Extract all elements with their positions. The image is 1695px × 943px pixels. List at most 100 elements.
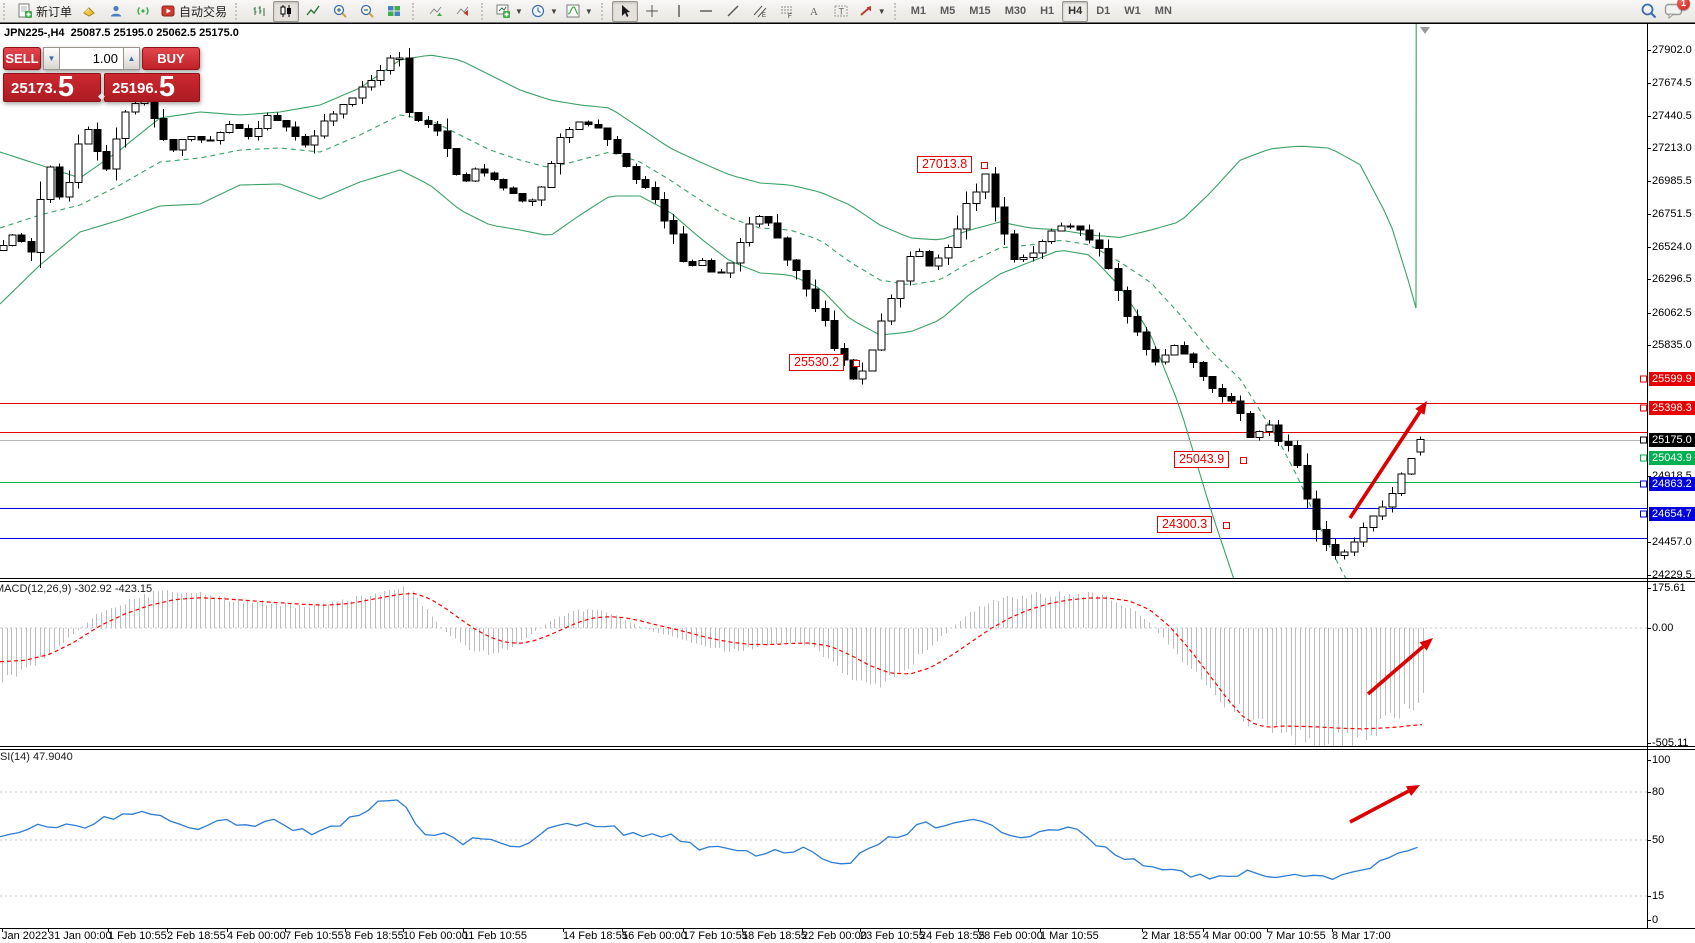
timeframe-button-m30[interactable]: M30 [1004, 4, 1027, 17]
price-callout-handle[interactable] [981, 162, 988, 169]
timeframe-button-h1[interactable]: H1 [1040, 4, 1055, 17]
price-axis-label: 0.00 [1652, 622, 1674, 634]
axis-tick [1647, 50, 1651, 51]
timeframe-button-h4[interactable]: H4 [1062, 0, 1089, 22]
timeframe-button-m15[interactable]: M15 [969, 4, 991, 17]
timeframe-button-m1[interactable]: M1 [910, 4, 926, 17]
main-toolbar: 新订单 自动交易 ▼ ▼ [0, 0, 1695, 23]
bollinger-upper-band [0, 24, 1417, 309]
indicators-icon [566, 4, 580, 18]
current-price-label-anchor[interactable] [1640, 436, 1647, 444]
volume-input[interactable]: 1.00 [60, 47, 123, 70]
auto-scroll-button[interactable] [423, 1, 449, 22]
one-click-trading-widget: SELL ▼ 1.00 ▲ BUY 25173. 5 25196. 5 [3, 44, 200, 102]
price-axis-label: 50 [1652, 834, 1665, 846]
timeframe-button-w1[interactable]: W1 [1124, 4, 1141, 17]
price-axis-label: 27440.5 [1652, 109, 1692, 122]
price-axis-label: 100 [1652, 754, 1671, 766]
macd-panel-canvas[interactable] [0, 582, 1647, 746]
bar-chart-button[interactable] [246, 1, 272, 22]
buy-button[interactable]: BUY [142, 47, 200, 70]
timeframe-button-mn[interactable]: MN [1154, 4, 1172, 17]
search-icon[interactable] [1640, 2, 1658, 20]
chart-shift-button[interactable] [450, 1, 476, 22]
buy-price-panel[interactable]: 25196. 5 [104, 73, 200, 102]
svg-text:A: A [810, 6, 818, 18]
rsi-panel-canvas[interactable] [0, 750, 1647, 927]
price-callout-handle[interactable] [853, 360, 860, 367]
level-price-label-anchor[interactable] [1640, 480, 1647, 488]
time-axis-tick [108, 928, 109, 932]
new-order-button[interactable]: 新订单 [14, 1, 75, 22]
auto-trading-button[interactable]: 自动交易 [157, 1, 230, 22]
time-axis-label: 1 Feb 10:55 [108, 930, 167, 942]
sell-button[interactable]: SELL [3, 47, 41, 70]
horizontal-line-tool[interactable] [693, 1, 719, 22]
equidistant-channel-tool[interactable]: E [747, 1, 773, 22]
trendline-tool[interactable] [720, 1, 746, 22]
crosshair-tool[interactable] [639, 1, 665, 22]
axis-tick [1647, 542, 1651, 543]
current-price-label: 25175.0 [1649, 432, 1695, 447]
notifications-button[interactable]: 1 [1664, 0, 1690, 20]
svg-text:T: T [838, 7, 844, 17]
volume-down-button[interactable]: ▼ [43, 47, 60, 70]
zoom-in-button[interactable] [327, 1, 353, 22]
panel-separator[interactable] [0, 581, 1695, 582]
time-axis-tick [563, 928, 564, 932]
chevron-down-icon: ▼ [549, 6, 558, 16]
tile-windows-icon [388, 6, 401, 16]
price-callout-handle[interactable] [1223, 522, 1230, 529]
arrow-object-icon [860, 6, 871, 16]
timeframe-button-d1[interactable]: D1 [1096, 4, 1111, 17]
price-axis-label: -505.11 [1652, 737, 1689, 749]
indicators-dropdown[interactable]: ▼ [562, 1, 596, 22]
market-button[interactable] [76, 1, 102, 22]
price-callout[interactable]: 27013.8 [917, 156, 973, 173]
timeframes-dropdown[interactable]: ▼ [527, 1, 561, 22]
vertical-line-tool[interactable] [666, 1, 692, 22]
price-axis-label: 26751.5 [1652, 208, 1692, 221]
timeframe-button-m5[interactable]: M5 [940, 4, 956, 17]
volume-up-button[interactable]: ▲ [123, 47, 140, 70]
line-chart-button[interactable] [300, 1, 326, 22]
level-price-label-anchor[interactable] [1640, 510, 1647, 518]
arrows-dropdown[interactable]: ▼ [855, 1, 889, 22]
level-price-label: 25043.9 [1649, 451, 1695, 466]
price-callout[interactable]: 25043.9 [1174, 451, 1230, 468]
new-chart-dropdown[interactable]: ▼ [492, 1, 526, 22]
zoom-out-button[interactable] [354, 1, 380, 22]
time-axis-label: 4 Feb 00:00 [227, 930, 286, 942]
text-label-tool[interactable]: T [828, 1, 854, 22]
price-axis-label: 15 [1652, 890, 1665, 902]
level-price-label: 24863.2 [1649, 477, 1695, 492]
level-price-label-anchor[interactable] [1640, 454, 1647, 462]
panel-separator[interactable] [0, 578, 1695, 579]
price-chart-canvas[interactable] [0, 24, 1647, 578]
cursor-icon [621, 5, 630, 17]
time-axis-label: 22 Feb 00:00 [802, 930, 867, 942]
fibonacci-tool[interactable]: F [774, 1, 800, 22]
price-callout-handle[interactable] [1240, 457, 1247, 464]
community-button[interactable] [103, 1, 129, 22]
panel-separator[interactable] [0, 746, 1695, 747]
price-callout[interactable]: 25530.2 [789, 354, 845, 371]
candlestick-chart-button[interactable] [273, 0, 300, 22]
price-axis-label: 27213.0 [1652, 142, 1692, 155]
price-axis-label: 27902.0 [1652, 44, 1692, 56]
price-axis-label: 24457.0 [1652, 536, 1692, 549]
axis-tick [1647, 743, 1651, 744]
level-price-label-anchor[interactable] [1640, 404, 1647, 412]
panel-separator[interactable] [0, 749, 1695, 750]
text-tool[interactable]: A [801, 1, 827, 22]
level-price-label-anchor[interactable] [1640, 375, 1647, 383]
tile-windows-button[interactable] [381, 1, 407, 22]
sell-price-panel[interactable]: 25173. 5 [3, 73, 101, 102]
chart-shift-marker [1420, 27, 1430, 34]
cursor-tool[interactable] [611, 0, 638, 22]
signals-button[interactable] [130, 1, 156, 22]
price-callout[interactable]: 24300.3 [1157, 516, 1213, 533]
candlestick-chart-icon [280, 5, 292, 17]
time-axis-tick [622, 928, 623, 932]
chevron-down-icon: ▼ [515, 6, 523, 16]
